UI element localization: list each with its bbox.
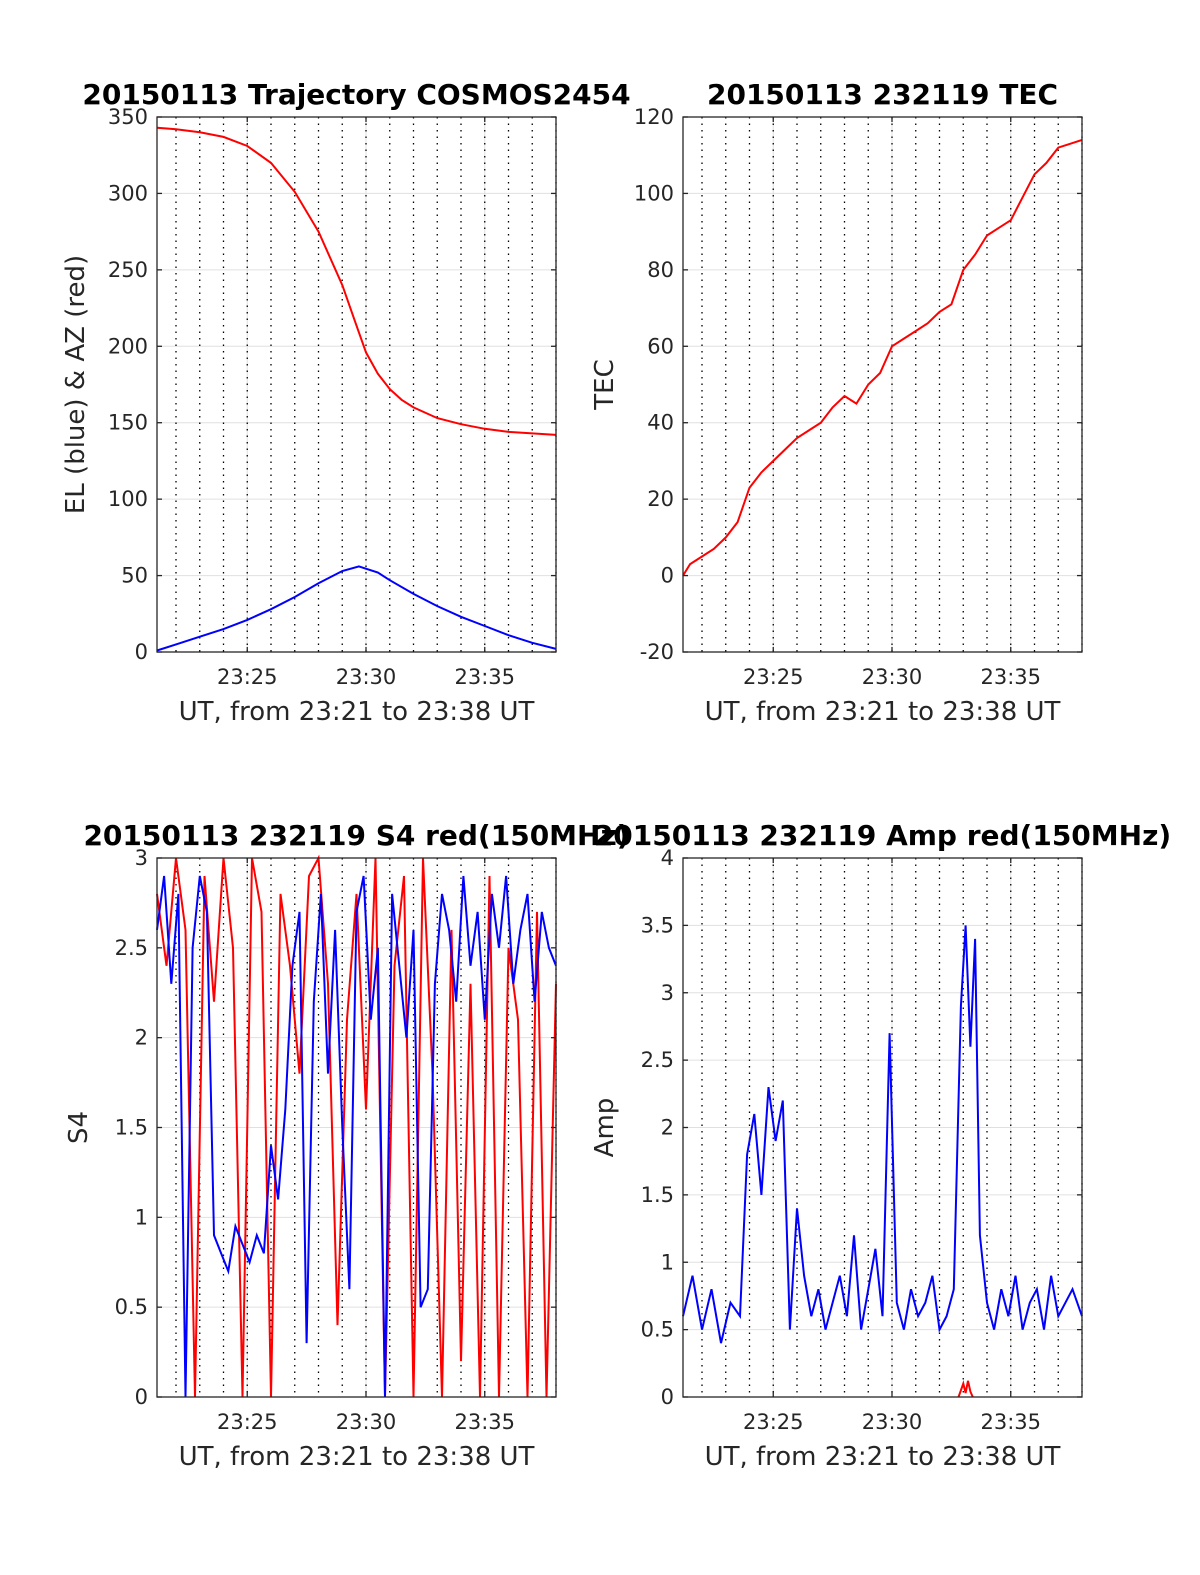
y-tick-label: 2 (661, 1116, 674, 1140)
x-tick-label: 23:30 (862, 1410, 923, 1434)
series-line-0 (682, 925, 1083, 1344)
y-tick-label: 3 (661, 981, 674, 1005)
y-tick-label: 60 (647, 334, 674, 358)
y-tick-label: 250 (108, 258, 148, 282)
y-tick-label: 1 (661, 1250, 674, 1274)
chart-title: 20150113 232119 TEC (707, 78, 1058, 111)
y-axis-label: S4 (64, 1111, 94, 1144)
axes-box (156, 116, 557, 653)
y-tick-label: 100 (634, 181, 674, 205)
y-tick-label: 0.5 (115, 1295, 148, 1319)
y-tick-label: 0 (661, 564, 674, 588)
y-tick-label: 150 (108, 411, 148, 435)
y-axis-label: EL (blue) & AZ (red) (61, 255, 91, 514)
x-tick-label: 23:35 (454, 1410, 515, 1434)
x-tick-label: 23:30 (336, 665, 397, 689)
y-tick-label: 20 (647, 487, 674, 511)
x-tick-label: 23:25 (217, 665, 278, 689)
chart-title: 20150113 232119 Amp red(150MHz) (594, 819, 1171, 852)
y-tick-label: 0 (661, 1385, 674, 1409)
s4-chart: 0 0.5 1 1.5 2 2.5 3 23:25 23:30 23:35 20150113 232… (64, 819, 630, 1472)
y-tick-label: 1.5 (641, 1183, 674, 1207)
y-tick-label: 100 (108, 487, 148, 511)
axes-box (682, 116, 1083, 653)
y-tick-label: 2.5 (115, 936, 148, 960)
y-tick-label: 200 (108, 334, 148, 358)
plot-area (157, 117, 556, 652)
y-tick-label: 120 (634, 105, 674, 129)
trajectory-chart: 0 50 100 150 200 250 300 350 23:25 23:30 23:35 2015… (61, 78, 631, 727)
chart-title: 20150113 232119 S4 red(150MHz) (83, 819, 629, 852)
x-tick-label: 23:25 (217, 1410, 278, 1434)
x-axis-label: UT, from 23:21 to 23:38 UT (179, 697, 535, 727)
x-axis-label: UT, from 23:21 to 23:38 UT (705, 697, 1061, 727)
y-axis-label: Amp (590, 1098, 620, 1158)
y-tick-label: 0.5 (641, 1318, 674, 1342)
y-tick-label: 300 (108, 181, 148, 205)
chart-title: 20150113 Trajectory COSMOS2454 (82, 78, 630, 111)
tec-chart: -20 0 20 40 60 80 100 120 23:25 23:30 23:35 2015011… (590, 78, 1083, 727)
x-tick-label: 23:30 (336, 1410, 397, 1434)
x-tick-label: 23:25 (743, 1410, 804, 1434)
y-tick-label: 1.5 (115, 1116, 148, 1140)
y-tick-label: 4 (661, 846, 674, 870)
x-axis-label: UT, from 23:21 to 23:38 UT (179, 1442, 535, 1472)
y-axis-label: TEC (590, 359, 620, 410)
x-tick-label: 23:35 (980, 1410, 1041, 1434)
x-tick-label: 23:25 (743, 665, 804, 689)
y-tick-label: 0 (135, 1385, 148, 1409)
y-tick-label: 40 (647, 411, 674, 435)
y-tick-label: 2 (135, 1026, 148, 1050)
y-tick-label: 350 (108, 105, 148, 129)
y-tick-label: 3 (135, 846, 148, 870)
x-tick-label: 23:30 (862, 665, 923, 689)
x-tick-label: 23:35 (980, 665, 1041, 689)
x-tick-label: 23:35 (454, 665, 515, 689)
y-tick-label: 0 (135, 640, 148, 664)
y-tick-label: 50 (121, 564, 148, 588)
y-tick-label: 3.5 (641, 913, 674, 937)
y-tick-label: 80 (647, 258, 674, 282)
y-tick-label: -20 (640, 640, 674, 664)
y-tick-label: 2.5 (641, 1048, 674, 1072)
x-axis-label: UT, from 23:21 to 23:38 UT (705, 1442, 1061, 1472)
y-tick-label: 1 (135, 1205, 148, 1229)
amp-chart: 0 0.5 1 1.5 2 2.5 3 3.5 4 23:25 23:30 23:35 20150113… (590, 819, 1171, 1472)
